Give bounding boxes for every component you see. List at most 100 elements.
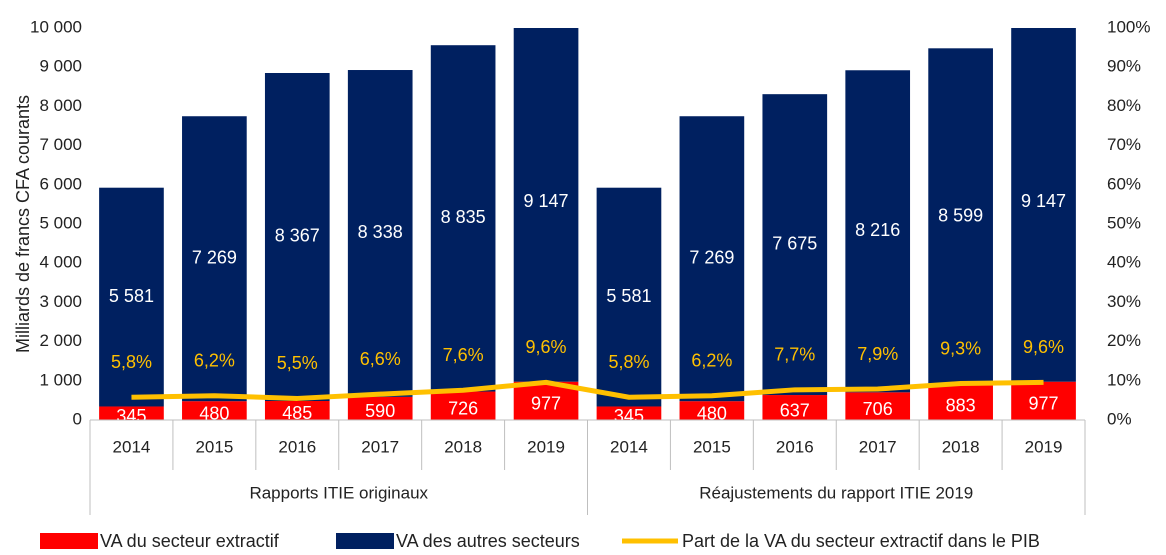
x-tick-label: 2014 xyxy=(610,437,648,456)
bar-segment xyxy=(679,116,745,402)
x-tick-label: 2015 xyxy=(693,437,731,456)
value-label: 590 xyxy=(365,401,395,421)
value-label: 8 338 xyxy=(358,222,403,242)
line-value-label: 6,6% xyxy=(360,349,401,369)
value-label: 480 xyxy=(697,403,727,423)
legend-label: VA des autres secteurs xyxy=(396,531,580,551)
line-value-label: 6,2% xyxy=(691,350,732,370)
legend-swatch xyxy=(336,533,394,549)
plot-area xyxy=(99,28,1076,420)
y-tick-label: 5 000 xyxy=(39,213,82,232)
x-tick-label: 2015 xyxy=(195,437,233,456)
line-value-label: 7,7% xyxy=(774,345,815,365)
line-value-label: 5,8% xyxy=(111,352,152,372)
y-tick-label: 8 000 xyxy=(39,96,82,115)
y2-tick-label: 90% xyxy=(1107,57,1141,76)
bar-segment xyxy=(1011,381,1076,420)
group-label: Rapports ITIE originaux xyxy=(249,483,428,502)
x-tick-label: 2017 xyxy=(361,437,399,456)
bar-segment xyxy=(762,395,828,420)
value-label: 5 581 xyxy=(606,286,651,306)
x-tick-label: 2018 xyxy=(444,437,482,456)
y-tick-label: 10 000 xyxy=(30,17,82,36)
value-label: 7 269 xyxy=(192,247,237,267)
bar-segment xyxy=(182,116,247,402)
value-label: 8 835 xyxy=(441,207,486,227)
y-axis-label: Milliards de francs CFA courants xyxy=(13,95,33,353)
bar-segment xyxy=(264,73,330,401)
bar-segment xyxy=(182,401,247,420)
bar-segment xyxy=(347,70,413,397)
x-tick-label: 2019 xyxy=(1025,437,1063,456)
line-series xyxy=(131,379,1044,401)
y-tick-label: 7 000 xyxy=(39,135,82,154)
y2-tick-label: 60% xyxy=(1107,174,1141,193)
value-label: 7 269 xyxy=(689,247,734,267)
line-value-label: 5,5% xyxy=(277,353,318,373)
y-tick-label: 3 000 xyxy=(39,292,82,311)
value-label: 7 675 xyxy=(772,233,817,253)
value-label: 485 xyxy=(282,403,312,423)
value-label: 726 xyxy=(448,399,478,419)
line-value-label: 9,6% xyxy=(526,337,567,357)
line-value-label: 6,2% xyxy=(194,350,235,370)
bar-segment xyxy=(928,48,993,386)
x-tick-label: 2014 xyxy=(113,437,151,456)
bar-segment xyxy=(1011,28,1076,382)
value-label: 5 581 xyxy=(109,286,154,306)
x-tick-label: 2017 xyxy=(859,437,897,456)
x-tick-label: 2016 xyxy=(776,437,814,456)
value-label: 8 216 xyxy=(855,220,900,240)
y2-tick-label: 70% xyxy=(1107,135,1141,154)
bar-segment xyxy=(347,396,413,420)
y2-tick-label: 80% xyxy=(1107,96,1141,115)
bar-segment xyxy=(762,94,828,396)
line-value-label: 9,6% xyxy=(1023,337,1064,357)
x-tick-label: 2018 xyxy=(942,437,980,456)
value-label: 883 xyxy=(946,395,976,415)
y2-tick-label: 10% xyxy=(1107,370,1141,389)
y-tick-label: 4 000 xyxy=(39,253,82,272)
bar-segment xyxy=(99,406,164,420)
legend-swatch xyxy=(40,533,98,549)
group-label: Réajustements du rapport ITIE 2019 xyxy=(699,483,973,502)
value-label: 8 367 xyxy=(275,226,320,246)
value-label: 345 xyxy=(614,406,644,426)
value-label: 345 xyxy=(116,406,146,426)
value-label: 8 599 xyxy=(938,206,983,226)
bar-segment xyxy=(99,187,164,407)
value-label: 977 xyxy=(531,394,561,414)
line-value-label: 7,9% xyxy=(857,344,898,364)
y-tick-label: 0 xyxy=(73,409,82,428)
y2-tick-label: 40% xyxy=(1107,253,1141,272)
y-tick-label: 6 000 xyxy=(39,174,82,193)
value-label: 480 xyxy=(199,403,229,423)
y2-tick-label: 20% xyxy=(1107,331,1141,350)
bar-segment xyxy=(596,406,662,420)
value-label: 9 147 xyxy=(524,191,569,211)
legend-label: Part de la VA du secteur extractif dans … xyxy=(682,531,1040,551)
line-value-label: 9,3% xyxy=(940,338,981,358)
bar-segment xyxy=(845,392,911,420)
x-tick-label: 2019 xyxy=(527,437,565,456)
bar-segment xyxy=(679,401,745,420)
bar-segment xyxy=(430,45,496,392)
bar-segment xyxy=(513,28,579,382)
value-label: 706 xyxy=(863,399,893,419)
value-label: 637 xyxy=(780,400,810,420)
y2-tick-label: 100% xyxy=(1107,17,1150,36)
y-tick-label: 2 000 xyxy=(39,331,82,350)
bar-segment xyxy=(596,187,662,407)
value-label: 977 xyxy=(1029,394,1059,414)
bar-segment xyxy=(430,391,496,420)
y-tick-label: 1 000 xyxy=(39,370,82,389)
value-label: 9 147 xyxy=(1021,191,1066,211)
bar-segment xyxy=(264,400,330,420)
y2-tick-label: 0% xyxy=(1107,409,1132,428)
line-value-label: 7,6% xyxy=(443,345,484,365)
x-tick-label: 2016 xyxy=(278,437,316,456)
bar-segment xyxy=(845,70,911,393)
bar-segment xyxy=(928,385,993,420)
y-tick-label: 9 000 xyxy=(39,57,82,76)
